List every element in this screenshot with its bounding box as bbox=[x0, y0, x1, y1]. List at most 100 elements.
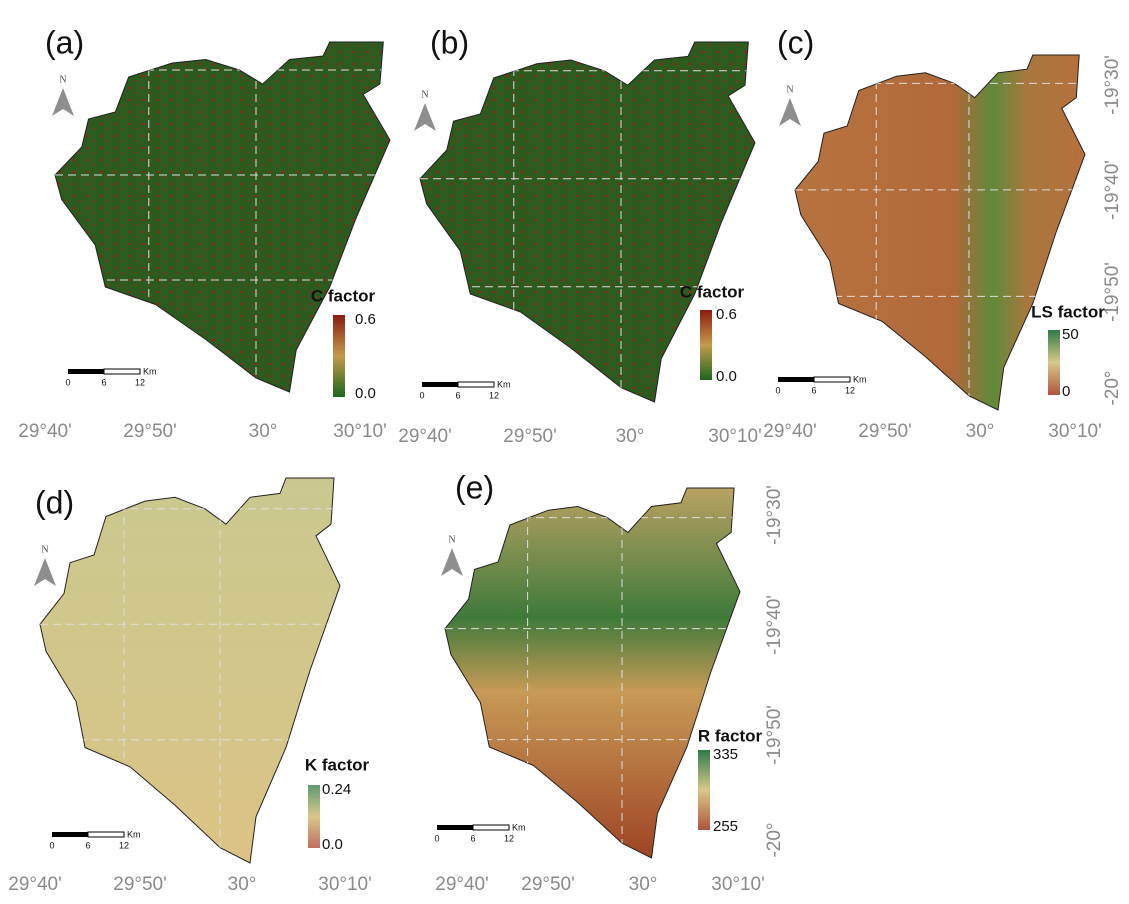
longitude-label: 30° bbox=[629, 874, 658, 895]
scale-bar bbox=[778, 377, 814, 382]
scale-bar bbox=[88, 832, 124, 837]
scale-unit: Km bbox=[853, 374, 867, 384]
scale-tick: 12 bbox=[119, 840, 129, 850]
longitude-label: 30° bbox=[249, 421, 278, 442]
longitude-label: 29°50' bbox=[113, 874, 167, 895]
scale-tick: 6 bbox=[101, 377, 106, 387]
north-arrow bbox=[441, 548, 463, 576]
legend-max: 50 bbox=[1062, 326, 1079, 343]
figure: (a)NC factor0.60.00612Km29°40'29°50'30°3… bbox=[0, 0, 1129, 899]
north-arrow bbox=[779, 98, 801, 126]
latitude-label: -19°50' bbox=[1102, 262, 1123, 322]
scale-tick: 0 bbox=[775, 385, 780, 395]
scale-unit: Km bbox=[497, 379, 511, 389]
scale-tick: 0 bbox=[65, 377, 70, 387]
longitude-label: 29°40' bbox=[398, 426, 452, 447]
panel-label: (c) bbox=[777, 24, 814, 60]
scale-tick: 0 bbox=[49, 840, 54, 850]
north-arrow bbox=[414, 103, 436, 131]
scale-bar bbox=[52, 832, 88, 837]
north-label: N bbox=[59, 74, 66, 85]
scale-unit: Km bbox=[127, 829, 141, 839]
study-area bbox=[445, 488, 740, 858]
legend-min: 0.0 bbox=[355, 385, 376, 402]
scale-bar bbox=[458, 382, 494, 387]
longitude-label: 30°10' bbox=[711, 874, 765, 895]
scale-tick: 6 bbox=[470, 833, 475, 843]
scale-tick: 12 bbox=[504, 833, 514, 843]
legend-max: 0.24 bbox=[322, 781, 351, 798]
longitude-label: 30° bbox=[228, 874, 257, 895]
scale-bar bbox=[437, 825, 473, 830]
north-arrow bbox=[34, 558, 56, 586]
legend-title: R factor bbox=[698, 726, 763, 745]
legend-min: 0.0 bbox=[322, 836, 343, 853]
latitude-label: -19°30' bbox=[764, 485, 785, 545]
latitude-label: -19°40' bbox=[764, 595, 785, 655]
longitude-label: 29°50' bbox=[858, 421, 912, 442]
study-area bbox=[795, 55, 1085, 410]
scale-unit: Km bbox=[512, 822, 526, 832]
scale-tick: 6 bbox=[85, 840, 90, 850]
scale-bar bbox=[68, 369, 104, 374]
latitude-label: -19°50' bbox=[764, 705, 785, 765]
scale-tick: 12 bbox=[489, 390, 499, 400]
longitude-label: 29°50' bbox=[503, 426, 557, 447]
scale-tick: 6 bbox=[455, 390, 460, 400]
latitude-label: -20° bbox=[764, 822, 785, 857]
panel-label: (a) bbox=[45, 24, 84, 60]
longitude-label: 30°10' bbox=[1048, 421, 1102, 442]
legend-colorbar bbox=[308, 785, 320, 848]
scale-bar bbox=[814, 377, 850, 382]
scale-unit: Km bbox=[143, 366, 157, 376]
north-label: N bbox=[421, 89, 428, 100]
legend-max: 335 bbox=[713, 746, 738, 763]
longitude-label: 29°40' bbox=[8, 874, 62, 895]
longitude-label: 30°10' bbox=[708, 426, 762, 447]
latitude-label: -19°40' bbox=[1102, 160, 1123, 220]
longitude-label: 29°40' bbox=[435, 874, 489, 895]
legend-title: C factor bbox=[311, 286, 376, 305]
longitude-label: 30°10' bbox=[333, 421, 387, 442]
scale-tick: 0 bbox=[434, 833, 439, 843]
legend-colorbar bbox=[1048, 330, 1060, 395]
longitude-label: 29°40' bbox=[763, 421, 817, 442]
legend-max: 0.6 bbox=[355, 311, 376, 328]
scale-tick: 12 bbox=[135, 377, 145, 387]
longitude-label: 29°50' bbox=[123, 421, 177, 442]
scale-tick: 0 bbox=[419, 390, 424, 400]
scale-bar bbox=[473, 825, 509, 830]
north-arrow bbox=[52, 88, 74, 116]
panel-label: (b) bbox=[430, 24, 469, 60]
scale-bar bbox=[104, 369, 140, 374]
legend-title: C factor bbox=[680, 282, 745, 301]
longitude-label: 30° bbox=[616, 426, 645, 447]
study-area bbox=[40, 478, 340, 863]
legend-min: 255 bbox=[713, 818, 738, 835]
longitude-label: 30°10' bbox=[318, 874, 372, 895]
latitude-label: -20° bbox=[1102, 370, 1123, 405]
longitude-label: 29°50' bbox=[521, 874, 575, 895]
longitude-label: 30° bbox=[966, 421, 995, 442]
north-label: N bbox=[786, 84, 793, 95]
legend-colorbar bbox=[698, 750, 710, 830]
latitude-label: -19°30' bbox=[1102, 55, 1123, 115]
north-label: N bbox=[448, 534, 455, 545]
legend-title: LS factor bbox=[1031, 302, 1105, 321]
north-label: N bbox=[41, 544, 48, 555]
legend-min: 0.0 bbox=[716, 368, 737, 385]
longitude-label: 29°40' bbox=[18, 421, 72, 442]
legend-colorbar bbox=[333, 315, 345, 397]
scale-tick: 12 bbox=[845, 385, 855, 395]
scale-tick: 6 bbox=[811, 385, 816, 395]
scale-bar bbox=[422, 382, 458, 387]
panel-label: (d) bbox=[35, 484, 74, 520]
legend-min: 0 bbox=[1062, 383, 1070, 400]
legend-colorbar bbox=[700, 310, 712, 380]
panel-label: (e) bbox=[455, 469, 494, 505]
